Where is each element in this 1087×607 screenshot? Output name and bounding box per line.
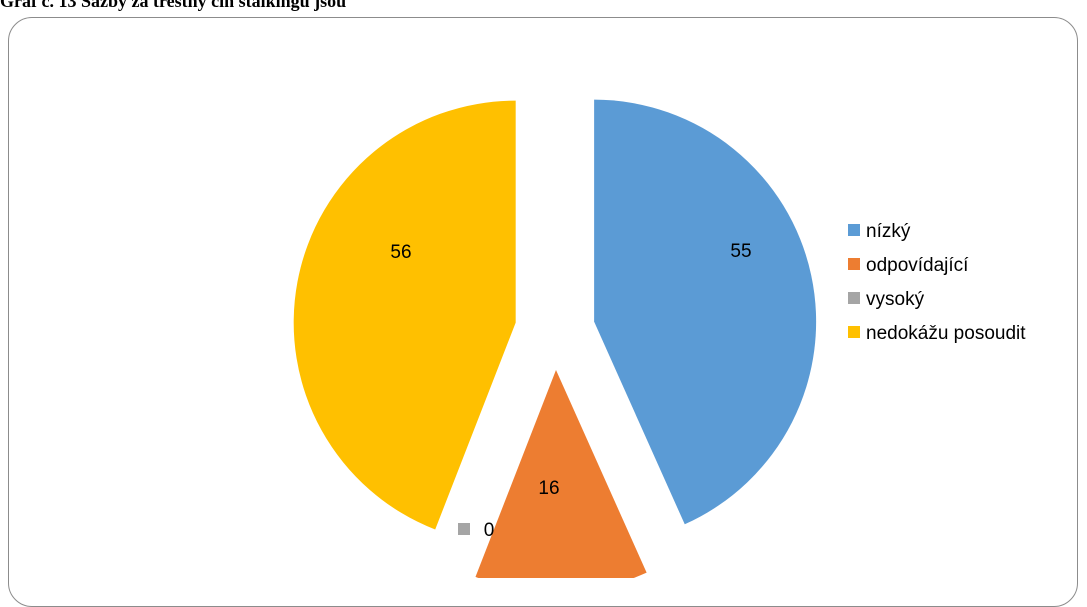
- legend-swatch-1: [848, 224, 860, 236]
- data-label-swatch-3: [458, 523, 470, 535]
- legend-label-4: nedokážu posoudit: [866, 323, 1026, 344]
- pie-slice-2: [475, 369, 647, 578]
- legend-swatch-2: [848, 258, 860, 270]
- chart-caption: Graf č. 13 Sazby za trestný čin stalking…: [0, 0, 347, 11]
- data-label-2: 16: [538, 478, 559, 499]
- pie-slice-4: [293, 100, 516, 530]
- data-label-1: 55: [730, 241, 751, 262]
- legend-label-2: odpovídající: [866, 255, 969, 276]
- legend-label-3: vysoký: [866, 289, 925, 310]
- legend-swatch-3: [848, 292, 860, 304]
- legend-swatch-4: [848, 326, 860, 338]
- pie-chart: 55 16 0 56 nízký odpovídající vysoký nedokážu p…: [293, 99, 1026, 578]
- data-label-4: 56: [390, 242, 411, 263]
- pie-slice-1: [594, 99, 817, 525]
- legend-label-1: nízký: [866, 221, 911, 242]
- data-label-3: 0: [484, 520, 495, 541]
